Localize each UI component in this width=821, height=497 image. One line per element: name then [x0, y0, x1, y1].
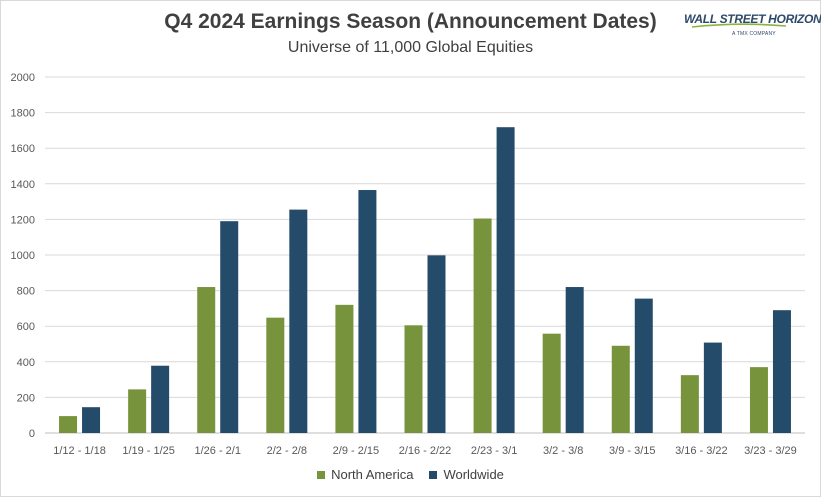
x-tick-label: 3/16 - 3/22: [675, 445, 728, 457]
bar-north-america: [404, 325, 423, 433]
bar-north-america: [611, 345, 630, 433]
bar-worldwide: [703, 342, 722, 433]
x-tick-label: 2/2 - 2/8: [267, 445, 307, 457]
x-tick-label: 3/2 - 3/8: [543, 445, 583, 457]
y-tick-label: 0: [29, 428, 35, 440]
logo-subtext: A TMX COMPANY: [732, 31, 776, 37]
x-tick-label: 2/23 - 3/1: [471, 445, 517, 457]
bar-worldwide: [565, 287, 584, 433]
logo-text: WALL STREET HORIZON: [684, 12, 821, 26]
x-tick-label: 1/19 - 1/25: [122, 445, 175, 457]
bar-worldwide: [496, 127, 515, 434]
y-tick-label: 200: [17, 392, 35, 404]
bar-north-america: [680, 375, 699, 433]
bars: [59, 127, 791, 434]
y-tick-label: 1800: [11, 108, 35, 120]
logo-swoosh-icon: [692, 23, 786, 28]
legend-swatch-worldwide: [429, 470, 438, 479]
y-axis-ticks: 0 200 400 600 800 1000 1200 1400 1600 1800 2000: [11, 72, 35, 440]
y-tick-label: 600: [17, 321, 35, 333]
x-tick-label: 1/12 - 1/18: [53, 445, 106, 457]
y-tick-label: 800: [17, 286, 35, 298]
legend-swatch-north-america: [317, 470, 326, 479]
bar-north-america: [266, 317, 285, 433]
bar-north-america: [749, 367, 768, 433]
bar-north-america: [128, 389, 147, 433]
y-tick-label: 2000: [11, 72, 35, 84]
y-tick-label: 1200: [11, 214, 35, 226]
bar-north-america: [542, 333, 561, 433]
legend-label-worldwide: Worldwide: [443, 467, 504, 482]
bar-worldwide: [82, 407, 101, 433]
x-tick-label: 2/16 - 2/22: [399, 445, 452, 457]
x-axis-ticks: 1/12 - 1/18 1/19 - 1/25 1/26 - 2/1 2/2 - 2/…: [53, 445, 797, 457]
x-tick-label: 3/23 - 3/29: [744, 445, 797, 457]
wall-street-horizon-logo: WALL STREET HORIZON A TMX COMPANY: [684, 12, 821, 46]
bar-worldwide: [358, 190, 377, 433]
x-tick-label: 2/9 - 2/15: [333, 445, 379, 457]
legend: North America Worldwide: [0, 467, 821, 482]
bar-worldwide: [772, 310, 791, 433]
legend-label-north-america: North America: [331, 467, 414, 482]
legend-item-worldwide: Worldwide: [429, 467, 504, 482]
chart-subtitle: Universe of 11,000 Global Equities: [287, 39, 534, 56]
bar-north-america: [59, 416, 78, 433]
bar-north-america: [335, 304, 354, 433]
x-tick-label: 3/9 - 3/15: [609, 445, 655, 457]
bar-worldwide: [634, 298, 653, 433]
x-tick-label: 1/26 - 2/1: [194, 445, 240, 457]
bar-worldwide: [289, 209, 308, 433]
y-tick-label: 1000: [11, 250, 35, 262]
bar-worldwide: [220, 221, 239, 433]
y-tick-label: 1400: [11, 179, 35, 191]
bar-north-america: [473, 218, 492, 433]
bar-worldwide: [427, 255, 446, 433]
bar-north-america: [197, 287, 216, 433]
legend-item-north-america: North America: [317, 467, 413, 482]
y-tick-label: 1600: [11, 143, 35, 155]
y-tick-label: 400: [17, 357, 35, 369]
gridlines: [45, 76, 805, 434]
bar-worldwide: [151, 365, 170, 433]
chart-title: Q4 2024 Earnings Season (Announcement Da…: [164, 10, 657, 33]
